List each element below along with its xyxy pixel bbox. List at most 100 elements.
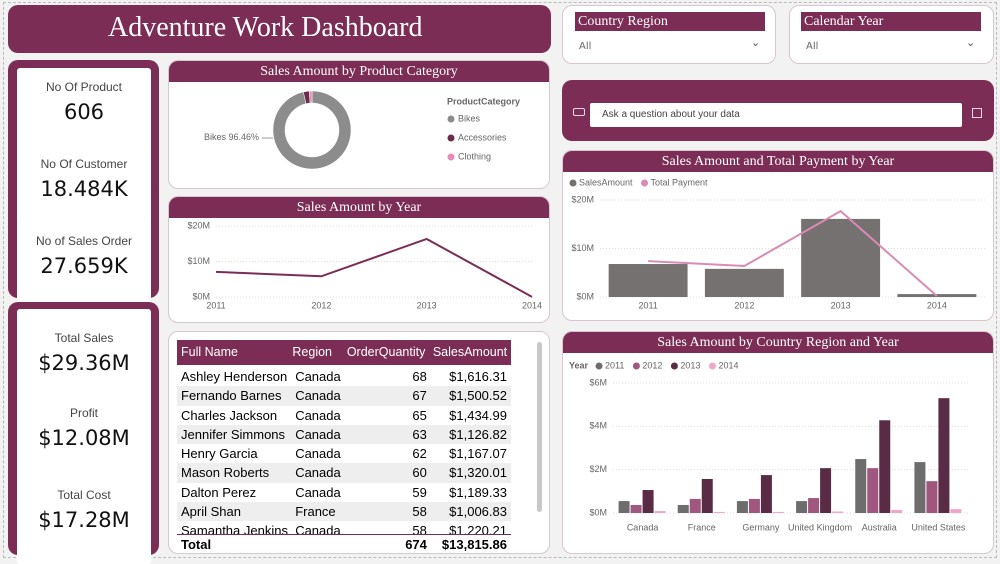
kpi-card: Total Sales $29.36M bbox=[17, 309, 151, 405]
table-cell: April Shan bbox=[181, 504, 241, 520]
chart-title: Sales Amount and Total Payment by Year bbox=[563, 151, 993, 172]
chart-title: Sales Amount by Country Region and Year bbox=[563, 332, 993, 353]
kpi-label: Total Sales bbox=[54, 331, 114, 345]
table-cell: $1,220.21 bbox=[449, 523, 507, 534]
kpi-card: Profit $12.08M bbox=[17, 390, 151, 481]
table-cell: Henry Garcia bbox=[181, 446, 258, 462]
chart-title: Sales Amount by Product Category bbox=[169, 61, 549, 82]
table-cell: Canada bbox=[295, 484, 341, 500]
filter-label: Country Region bbox=[575, 12, 765, 31]
table-cell: 59 bbox=[412, 484, 427, 500]
kpi-card: No of Sales Order 27.659K bbox=[17, 221, 151, 304]
kpi-card: No Of Product 606 bbox=[17, 68, 151, 150]
table-cell: 62 bbox=[412, 446, 427, 462]
kpi-label: No Of Customer bbox=[40, 157, 128, 171]
table-cell: Canada bbox=[295, 407, 341, 423]
table-cell: 674 bbox=[405, 537, 427, 552]
column-header: Region bbox=[292, 345, 333, 359]
kpi-card: No Of Customer 18.484K bbox=[17, 145, 151, 225]
filter-value: All bbox=[806, 41, 819, 52]
table-row: Samantha Jenkins Canada 58 $1,220.21 bbox=[177, 521, 511, 534]
panel: Sales Amount by Product Category bbox=[168, 60, 550, 189]
table-cell: 67 bbox=[412, 388, 427, 404]
kpi-label: No Of Product bbox=[45, 80, 123, 94]
table-cell: France bbox=[295, 504, 336, 520]
table-row: Jennifer Simmons Canada 63 $1,126.82 bbox=[177, 424, 511, 445]
table-cell: 58 bbox=[412, 523, 427, 534]
table-cell: Canada bbox=[295, 523, 341, 534]
table-row: April Shan France 58 $1,006.83 bbox=[177, 502, 511, 522]
dashboard-title: Adventure Work Dashboard bbox=[8, 5, 551, 53]
table-cell: Samantha Jenkins bbox=[181, 523, 288, 534]
qa-icon bbox=[573, 108, 585, 116]
table-cell: Mason Roberts bbox=[181, 465, 270, 481]
table-cell: 65 bbox=[412, 407, 427, 423]
table-cell: $1,189.33 bbox=[449, 484, 507, 500]
table-cell: Jennifer Simmons bbox=[181, 426, 286, 442]
table-cell: $1,006.83 bbox=[449, 504, 507, 520]
table-cell: $1,126.82 bbox=[449, 426, 507, 442]
column-header: SalesAmount bbox=[432, 345, 508, 359]
kpi-group: No Of Product 606 No Of Customer 18.484K N… bbox=[8, 60, 159, 304]
kpi-label: No of Sales Order bbox=[35, 234, 133, 248]
table-cell: $1,500.52 bbox=[449, 388, 507, 404]
table-cell: 63 bbox=[412, 426, 427, 442]
table-row: Charles Jackson Canada 65 $1,434.99 bbox=[177, 406, 511, 425]
scrollbar[interactable] bbox=[537, 342, 542, 512]
table-cell: Canada bbox=[295, 388, 341, 404]
qa-input[interactable]: Ask a question about your data bbox=[590, 103, 962, 127]
kpi-value: 606 bbox=[63, 100, 105, 124]
kpi-value: $29.36M bbox=[38, 351, 130, 375]
column-header: OrderQuantity bbox=[346, 345, 426, 359]
filter[interactable]: Calendar Year All ⌄ bbox=[789, 5, 994, 64]
table: Full Name Region OrderQuantity SalesAmount A… bbox=[177, 340, 511, 555]
table-cell: Canada bbox=[295, 465, 341, 481]
kpi-value: 27.659K bbox=[40, 254, 128, 278]
kpi-label: Total Cost bbox=[57, 488, 111, 502]
frame bbox=[3, 2, 997, 558]
table-cell: Dalton Perez bbox=[181, 484, 257, 500]
table-cell: 58 bbox=[412, 504, 427, 520]
panel: Sales Amount and Total Payment by Year bbox=[562, 150, 994, 321]
table-cell: $1,434.99 bbox=[449, 407, 507, 423]
table-cell: Canada bbox=[295, 369, 341, 384]
table-row: Mason Roberts Canada 60 $1,320.01 bbox=[177, 463, 511, 483]
chart-title: Sales Amount by Year bbox=[169, 197, 549, 218]
table-cell: Fernando Barnes bbox=[181, 388, 282, 404]
table-total: Total 674 $13,815.86 bbox=[177, 534, 511, 555]
table-header: Full Name Region OrderQuantity SalesAmount bbox=[177, 340, 511, 365]
table-cell: Charles Jackson bbox=[181, 407, 278, 423]
table-cell: $1,167.07 bbox=[449, 446, 507, 462]
table-row: Henry Garcia Canada 62 $1,167.07 bbox=[177, 444, 511, 463]
column-header: Full Name bbox=[181, 345, 238, 359]
table-cell bbox=[293, 535, 347, 555]
panel: Sales Amount by Year bbox=[168, 196, 550, 323]
table-row: Fernando Barnes Canada 67 $1,500.52 bbox=[177, 386, 511, 406]
filter-label: Calendar Year bbox=[801, 12, 981, 31]
kpi-group: Total Sales $29.36M Profit $12.08M Total C… bbox=[8, 302, 159, 564]
kpi-label: Profit bbox=[69, 406, 98, 420]
table-cell: Canada bbox=[295, 426, 341, 442]
kpi-card: Total Cost $17.28M bbox=[17, 472, 151, 564]
table-cell: $1,320.01 bbox=[449, 465, 507, 481]
qa-panel: Ask a question about your data bbox=[562, 80, 994, 141]
table-cell: 68 bbox=[412, 369, 427, 384]
table-cell: 60 bbox=[412, 465, 427, 481]
kpi-value: $17.28M bbox=[38, 508, 130, 532]
qa-icon[interactable] bbox=[972, 108, 982, 118]
filter[interactable]: Country Region All ⌄ bbox=[562, 5, 776, 64]
table-cell: Ashley Henderson bbox=[181, 369, 288, 384]
panel: Sales Amount by Country Region and Year bbox=[562, 331, 994, 554]
chevron: ⌄ bbox=[966, 36, 976, 49]
kpi-value: 18.484K bbox=[40, 177, 128, 201]
table-cell: Canada bbox=[295, 446, 341, 462]
table-cell: $13,815.86 bbox=[441, 537, 507, 552]
filter-value: All bbox=[579, 41, 592, 52]
table-body: Ashley Henderson Canada 68 $1,616.31 Fernand… bbox=[177, 367, 511, 534]
table-row: Ashley Henderson Canada 68 $1,616.31 bbox=[177, 367, 511, 386]
table-cell: Total bbox=[181, 537, 212, 552]
table-row: Dalton Perez Canada 59 $1,189.33 bbox=[177, 483, 511, 502]
chevron: ⌄ bbox=[751, 36, 761, 49]
table-cell: $1,616.31 bbox=[449, 369, 507, 384]
